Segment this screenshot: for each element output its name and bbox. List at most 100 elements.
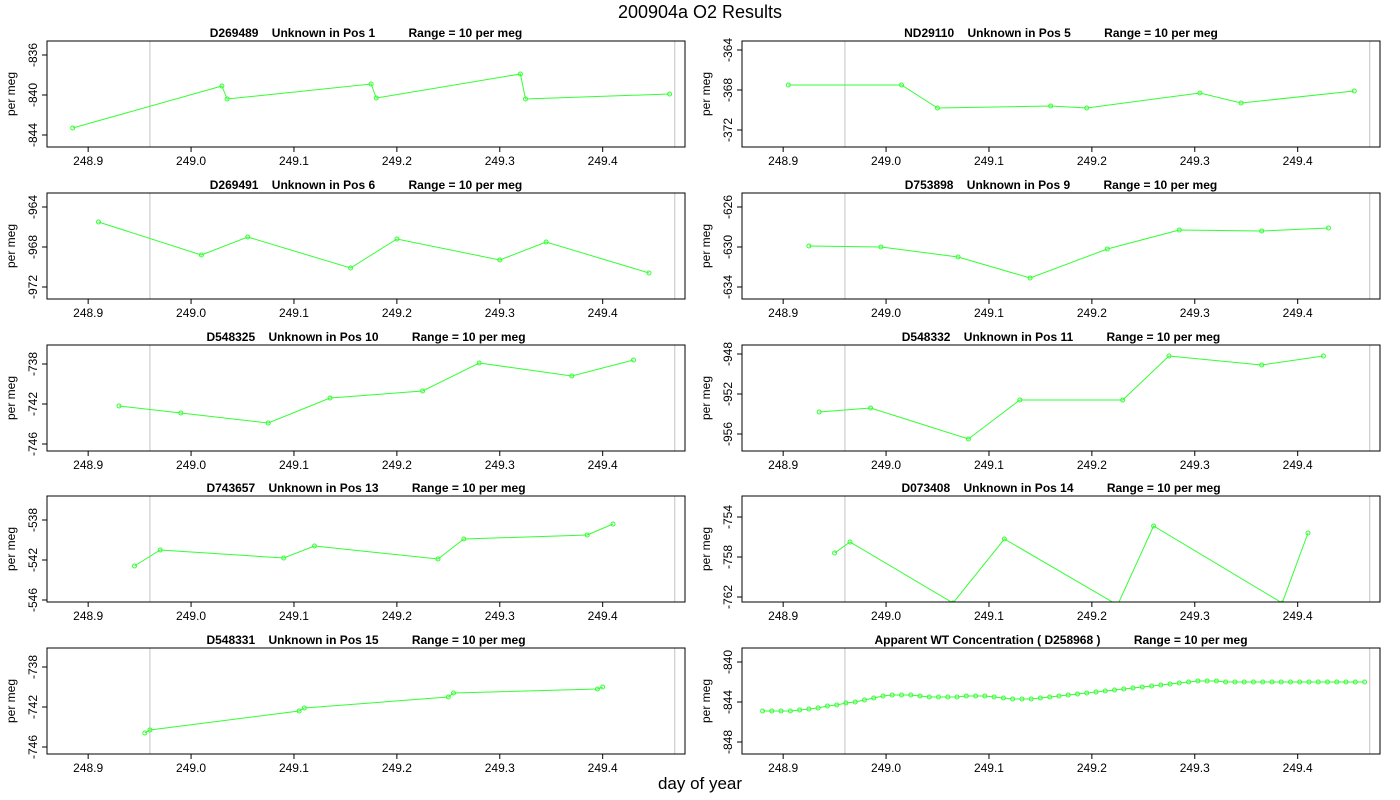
- x-tick-label: 249.3: [1180, 761, 1210, 775]
- data-point: [778, 708, 784, 714]
- panel-title: D548325 Unknown in Pos 10 Range = 10 per…: [206, 330, 525, 344]
- series-group: [96, 219, 652, 276]
- y-tick-label: -762: [721, 585, 735, 609]
- figure-title: 200904a O2 Results: [617, 2, 783, 22]
- plot-frame: [46, 344, 686, 452]
- x-tick-label: 248.9: [768, 154, 798, 168]
- data-point: [373, 95, 379, 101]
- panel-9: D548331 Unknown in Pos 15 Range = 10 per…: [4, 633, 686, 775]
- data-point: [1104, 246, 1110, 252]
- y-tick-label: -364: [721, 38, 735, 62]
- data-point: [1197, 90, 1203, 96]
- plot-frame: [741, 40, 1381, 148]
- panel-title: D269491 Unknown in Pos 6 Range = 10 per …: [210, 178, 522, 192]
- data-point: [435, 556, 441, 562]
- panel-title: D073408 Unknown in Pos 14 Range = 10 per…: [901, 481, 1220, 495]
- series-line: [118, 359, 634, 424]
- data-point: [1093, 689, 1099, 695]
- data-point: [1167, 681, 1173, 687]
- data-point: [1204, 678, 1210, 684]
- data-point: [301, 705, 307, 711]
- y-axis-label: per meg: [4, 224, 18, 268]
- data-point: [1047, 694, 1053, 700]
- data-point: [1166, 353, 1172, 359]
- x-tick-label: 249.0: [176, 306, 206, 320]
- x-tick-label: 249.0: [871, 458, 901, 472]
- x-tick-label: 248.9: [73, 154, 103, 168]
- y-tick-label: -844: [26, 123, 40, 147]
- data-point: [899, 82, 904, 88]
- y-tick-label: -626: [721, 195, 735, 219]
- data-point: [198, 252, 204, 258]
- data-point: [445, 694, 451, 700]
- data-point: [832, 550, 838, 556]
- data-point: [1102, 688, 1108, 694]
- data-point: [917, 693, 923, 699]
- data-point: [281, 555, 287, 561]
- x-tick-label: 249.2: [382, 609, 412, 623]
- series-group: [760, 678, 1368, 714]
- x-tick-label: 249.3: [485, 761, 515, 775]
- data-point: [1306, 679, 1312, 685]
- data-point: [1325, 679, 1330, 685]
- y-tick-label: -538: [26, 508, 40, 532]
- plot-frame: [46, 495, 686, 603]
- y-axis-label: per meg: [699, 72, 713, 116]
- series-group: [132, 521, 616, 569]
- y-axis-label: per meg: [699, 527, 713, 571]
- data-point: [871, 695, 877, 701]
- x-tick-label: 249.1: [279, 458, 309, 472]
- data-point: [926, 694, 932, 700]
- data-point: [862, 697, 867, 703]
- x-tick-label: 248.9: [768, 609, 798, 623]
- y-axis-label: per meg: [4, 376, 18, 420]
- data-point: [965, 436, 971, 442]
- data-point: [1151, 523, 1157, 529]
- data-point: [880, 693, 886, 699]
- x-tick-label: 249.0: [871, 761, 901, 775]
- plot-frame: [46, 192, 686, 300]
- y-tick-label: -952: [721, 382, 735, 406]
- x-tick-label: 249.1: [279, 306, 309, 320]
- x-tick-label: 249.2: [382, 458, 412, 472]
- x-tick-label: 249.1: [974, 761, 1004, 775]
- x-tick-label: 248.9: [73, 609, 103, 623]
- y-tick-label: -840: [26, 83, 40, 107]
- panel-title: D269489 Unknown in Pos 1 Range = 10 per …: [210, 26, 522, 40]
- data-point: [1223, 679, 1229, 685]
- data-point: [1084, 690, 1090, 696]
- data-point: [1056, 693, 1062, 699]
- x-tick-label: 249.1: [974, 154, 1004, 168]
- data-point: [806, 706, 812, 712]
- data-point: [517, 71, 523, 77]
- data-point: [142, 730, 148, 736]
- plot-frame: [741, 192, 1381, 300]
- data-point: [824, 703, 830, 709]
- x-tick-label: 249.2: [382, 154, 412, 168]
- y-axis-label: per meg: [699, 224, 713, 268]
- data-point: [1213, 678, 1219, 684]
- data-point: [954, 694, 960, 700]
- x-tick-label: 249.3: [1180, 306, 1210, 320]
- y-tick-label: -738: [26, 655, 40, 679]
- x-tick-label: 249.0: [176, 609, 206, 623]
- x-tick-label: 249.1: [974, 458, 1004, 472]
- plot-frame: [46, 40, 686, 148]
- data-point: [1279, 600, 1285, 602]
- x-tick-label: 248.9: [73, 761, 103, 775]
- plot-frame: [741, 344, 1381, 452]
- data-point: [963, 693, 969, 699]
- data-point: [991, 694, 997, 700]
- x-tick-label: 248.9: [768, 458, 798, 472]
- data-point: [70, 125, 76, 131]
- data-point: [327, 395, 333, 401]
- data-point: [1027, 275, 1033, 281]
- data-point: [982, 693, 988, 699]
- plot-frame: [741, 495, 1381, 603]
- data-point: [1334, 679, 1340, 685]
- data-point: [420, 388, 426, 394]
- data-point: [1121, 686, 1127, 692]
- data-point: [245, 234, 251, 240]
- data-point: [852, 699, 858, 705]
